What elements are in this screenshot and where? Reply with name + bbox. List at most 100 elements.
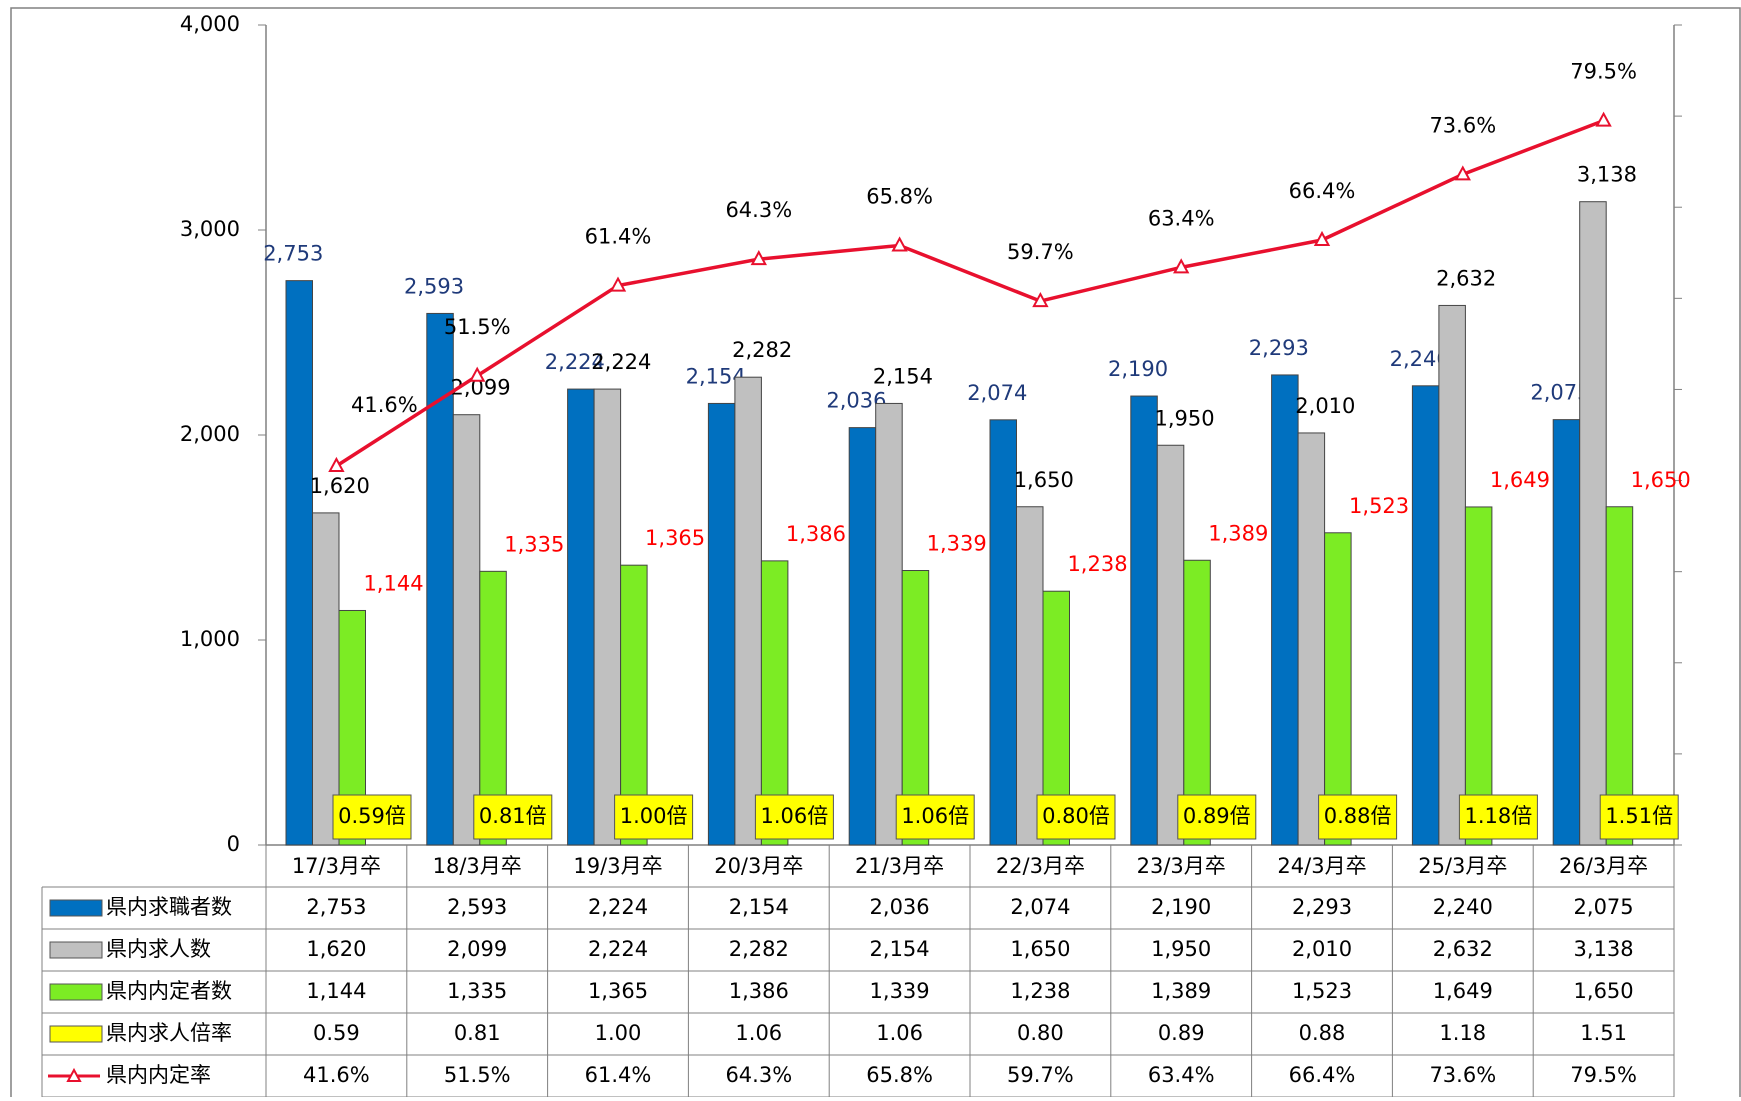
frame bbox=[10, 7, 1741, 1101]
table-cell: 0.80 bbox=[1017, 1021, 1064, 1045]
line-marker bbox=[1173, 258, 1190, 274]
bar bbox=[426, 312, 454, 846]
ratio-box bbox=[1177, 794, 1257, 840]
ratio-box bbox=[614, 794, 694, 840]
bar bbox=[1438, 304, 1466, 846]
table-cell: 2,224 bbox=[588, 895, 648, 919]
table-cell: 2,593 bbox=[447, 895, 507, 919]
table-cell: 1,389 bbox=[1151, 979, 1211, 1003]
ratio-label: 0.59倍 bbox=[338, 804, 406, 828]
table-cell: 79.5% bbox=[1570, 1063, 1637, 1087]
table-cell: 1,950 bbox=[1151, 937, 1211, 961]
bar bbox=[1579, 201, 1607, 846]
x-tick-label: 22/3月卒 bbox=[996, 854, 1085, 878]
data-label: 2,010 bbox=[1295, 394, 1355, 418]
line-label: 51.5% bbox=[444, 315, 511, 339]
x-tick-label: 18/3月卒 bbox=[433, 854, 522, 878]
table-cell: 59.7% bbox=[1007, 1063, 1074, 1087]
data-label: 1,386 bbox=[786, 522, 846, 546]
legend-swatch bbox=[49, 1025, 103, 1043]
bar bbox=[1016, 506, 1044, 846]
data-label: 2,154 bbox=[873, 364, 933, 388]
x-tick-label: 25/3月卒 bbox=[1418, 854, 1507, 878]
line-marker bbox=[469, 366, 486, 382]
y-tick-label: 3,000 bbox=[180, 217, 240, 241]
ratio-box bbox=[1458, 794, 1538, 840]
bar bbox=[1156, 444, 1185, 846]
table-cell: 1.06 bbox=[735, 1021, 782, 1045]
ratio-box bbox=[332, 794, 412, 840]
bar bbox=[1464, 506, 1493, 846]
line-marker bbox=[1595, 111, 1612, 127]
legend-label: 県内内定者数 bbox=[106, 979, 232, 1003]
bar bbox=[1411, 385, 1440, 846]
table-cell: 63.4% bbox=[1148, 1063, 1215, 1087]
x-tick-label: 24/3月卒 bbox=[1277, 854, 1366, 878]
legend-swatch bbox=[49, 899, 103, 917]
table-cell: 2,075 bbox=[1574, 895, 1634, 919]
line-marker bbox=[328, 456, 345, 472]
table-cell: 1,335 bbox=[447, 979, 507, 1003]
y-tick-label: 0 bbox=[227, 832, 240, 856]
data-label: 1,339 bbox=[927, 532, 987, 556]
table-cell: 65.8% bbox=[866, 1063, 933, 1087]
bar bbox=[1552, 419, 1581, 846]
ratio-box bbox=[1318, 794, 1398, 840]
table-cell: 1,620 bbox=[306, 937, 366, 961]
line-label: 64.3% bbox=[725, 198, 792, 222]
data-label: 2,593 bbox=[404, 274, 464, 298]
table-cell: 41.6% bbox=[303, 1063, 370, 1087]
line-label: 65.8% bbox=[866, 184, 933, 208]
x-tick-label: 19/3月卒 bbox=[573, 854, 662, 878]
ratio-box bbox=[473, 794, 553, 840]
bar bbox=[1130, 395, 1158, 846]
table-cell: 3,138 bbox=[1574, 937, 1634, 961]
line-marker bbox=[1313, 230, 1331, 247]
bar bbox=[989, 419, 1017, 846]
legend-label: 県内内定率 bbox=[106, 1063, 211, 1087]
legend-label: 県内求人倍率 bbox=[106, 1021, 232, 1045]
y-tick-label: 1,000 bbox=[180, 627, 240, 651]
ratio-box bbox=[1036, 794, 1116, 840]
table-cell: 0.81 bbox=[454, 1021, 501, 1045]
ratio-box bbox=[1599, 794, 1679, 840]
table-cell: 2,154 bbox=[870, 937, 930, 961]
line-label: 61.4% bbox=[585, 225, 652, 249]
x-tick-label: 21/3月卒 bbox=[855, 854, 944, 878]
data-label: 2,224 bbox=[591, 350, 651, 374]
table-cell: 1,144 bbox=[306, 979, 366, 1003]
data-label: 1,335 bbox=[504, 532, 564, 556]
table-cell: 1,386 bbox=[729, 979, 789, 1003]
table-cell: 2,632 bbox=[1433, 937, 1493, 961]
bar bbox=[707, 402, 736, 846]
data-label: 1,650 bbox=[1631, 468, 1691, 492]
table-cell: 1,238 bbox=[1010, 979, 1070, 1003]
table-cell: 1,523 bbox=[1292, 979, 1352, 1003]
data-label: 2,293 bbox=[1249, 336, 1309, 360]
table-cell: 0.59 bbox=[313, 1021, 360, 1045]
table-cell: 1,649 bbox=[1433, 979, 1493, 1003]
y-tick-label: 4,000 bbox=[180, 12, 240, 36]
line-marker bbox=[1454, 165, 1471, 181]
ratio-label: 0.88倍 bbox=[1324, 804, 1392, 828]
data-label: 2,753 bbox=[263, 242, 323, 266]
line-marker bbox=[891, 236, 908, 252]
line-label: 73.6% bbox=[1429, 113, 1496, 137]
line-marker bbox=[609, 276, 627, 292]
ratio-box bbox=[754, 794, 834, 840]
data-label: 1,238 bbox=[1067, 552, 1127, 576]
table-cell: 1,365 bbox=[588, 979, 648, 1003]
data-label: 2,224 bbox=[545, 350, 605, 374]
table-cell: 0.88 bbox=[1299, 1021, 1346, 1045]
bar bbox=[452, 414, 481, 846]
table-cell: 1.51 bbox=[1580, 1021, 1627, 1045]
table-cell: 2,282 bbox=[729, 937, 789, 961]
bar bbox=[285, 280, 313, 846]
bar bbox=[567, 388, 595, 846]
data-label: 2,282 bbox=[732, 338, 792, 362]
table-cell: 1.06 bbox=[876, 1021, 923, 1045]
line-label: 41.6% bbox=[351, 393, 418, 417]
legend-label: 県内求職者数 bbox=[106, 895, 232, 919]
